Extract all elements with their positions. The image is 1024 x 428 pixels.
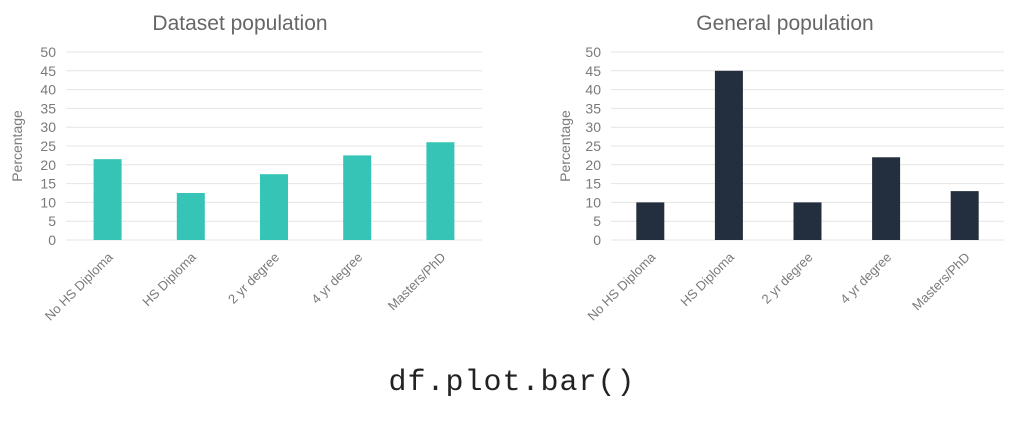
- y-tick-label: 10: [40, 194, 56, 210]
- y-tick-label: 35: [40, 100, 56, 116]
- y-tick-label: 20: [585, 157, 601, 173]
- bar-masters-phd: [426, 142, 455, 240]
- bar-2-yr-degree: [793, 202, 822, 240]
- bar-4-yr-degree: [872, 157, 901, 240]
- y-tick-label: 15: [585, 176, 601, 192]
- y-tick-label: 20: [40, 157, 56, 173]
- y-tick-label: 15: [40, 176, 56, 192]
- bar-4-yr-degree: [343, 155, 372, 240]
- dataset-population-chart: Dataset population Percentage 0 5 10 15 20 25 30…: [9, 12, 482, 323]
- bar-no-hs-diploma: [93, 159, 122, 240]
- bar-hs-diploma: [176, 193, 205, 240]
- y-tick-label: 45: [585, 63, 601, 79]
- bar-2-yr-degree: [260, 174, 288, 240]
- bar-no-hs-diploma: [636, 202, 665, 240]
- x-category-label: 4 yr degree: [837, 250, 894, 307]
- y-tick-label: 45: [40, 63, 56, 79]
- x-category-label: HS Diploma: [139, 249, 199, 309]
- x-category-label: 2 yr degree: [759, 250, 816, 307]
- general-population-chart: General population Percentage 0 5 10 15 20 25 30…: [557, 12, 1004, 323]
- y-tick-label: 0: [593, 232, 601, 248]
- code-caption: df.plot.bar(): [388, 366, 636, 400]
- x-category-label: No HS Diploma: [42, 249, 116, 323]
- y-tick-label: 30: [585, 119, 601, 135]
- y-tick-label: 30: [40, 119, 56, 135]
- x-category-label: Masters/PhD: [385, 250, 449, 314]
- y-tick-label: 0: [48, 232, 56, 248]
- x-category-label: 2 yr degree: [225, 250, 282, 307]
- x-category-label: 4 yr degree: [308, 250, 365, 307]
- y-tick-label: 40: [585, 82, 601, 98]
- y-axis-label: Percentage: [557, 110, 573, 182]
- bar-hs-diploma: [714, 70, 743, 240]
- y-tick-label: 5: [593, 213, 601, 229]
- bar-masters-phd: [950, 191, 979, 240]
- y-tick-label: 25: [40, 138, 56, 154]
- x-category-label: Masters/PhD: [909, 250, 973, 314]
- y-tick-label: 5: [48, 213, 56, 229]
- chart-title: General population: [696, 12, 873, 35]
- y-tick-label: 10: [585, 194, 601, 210]
- y-tick-label: 25: [585, 138, 601, 154]
- y-axis-label: Percentage: [9, 110, 25, 182]
- y-tick-label: 50: [585, 44, 601, 60]
- chart-title: Dataset population: [152, 12, 327, 35]
- x-category-label: No HS Diploma: [584, 249, 658, 323]
- y-tick-label: 50: [40, 44, 56, 60]
- y-tick-label: 35: [585, 100, 601, 116]
- x-category-label: HS Diploma: [677, 249, 737, 309]
- y-tick-label: 40: [40, 82, 56, 98]
